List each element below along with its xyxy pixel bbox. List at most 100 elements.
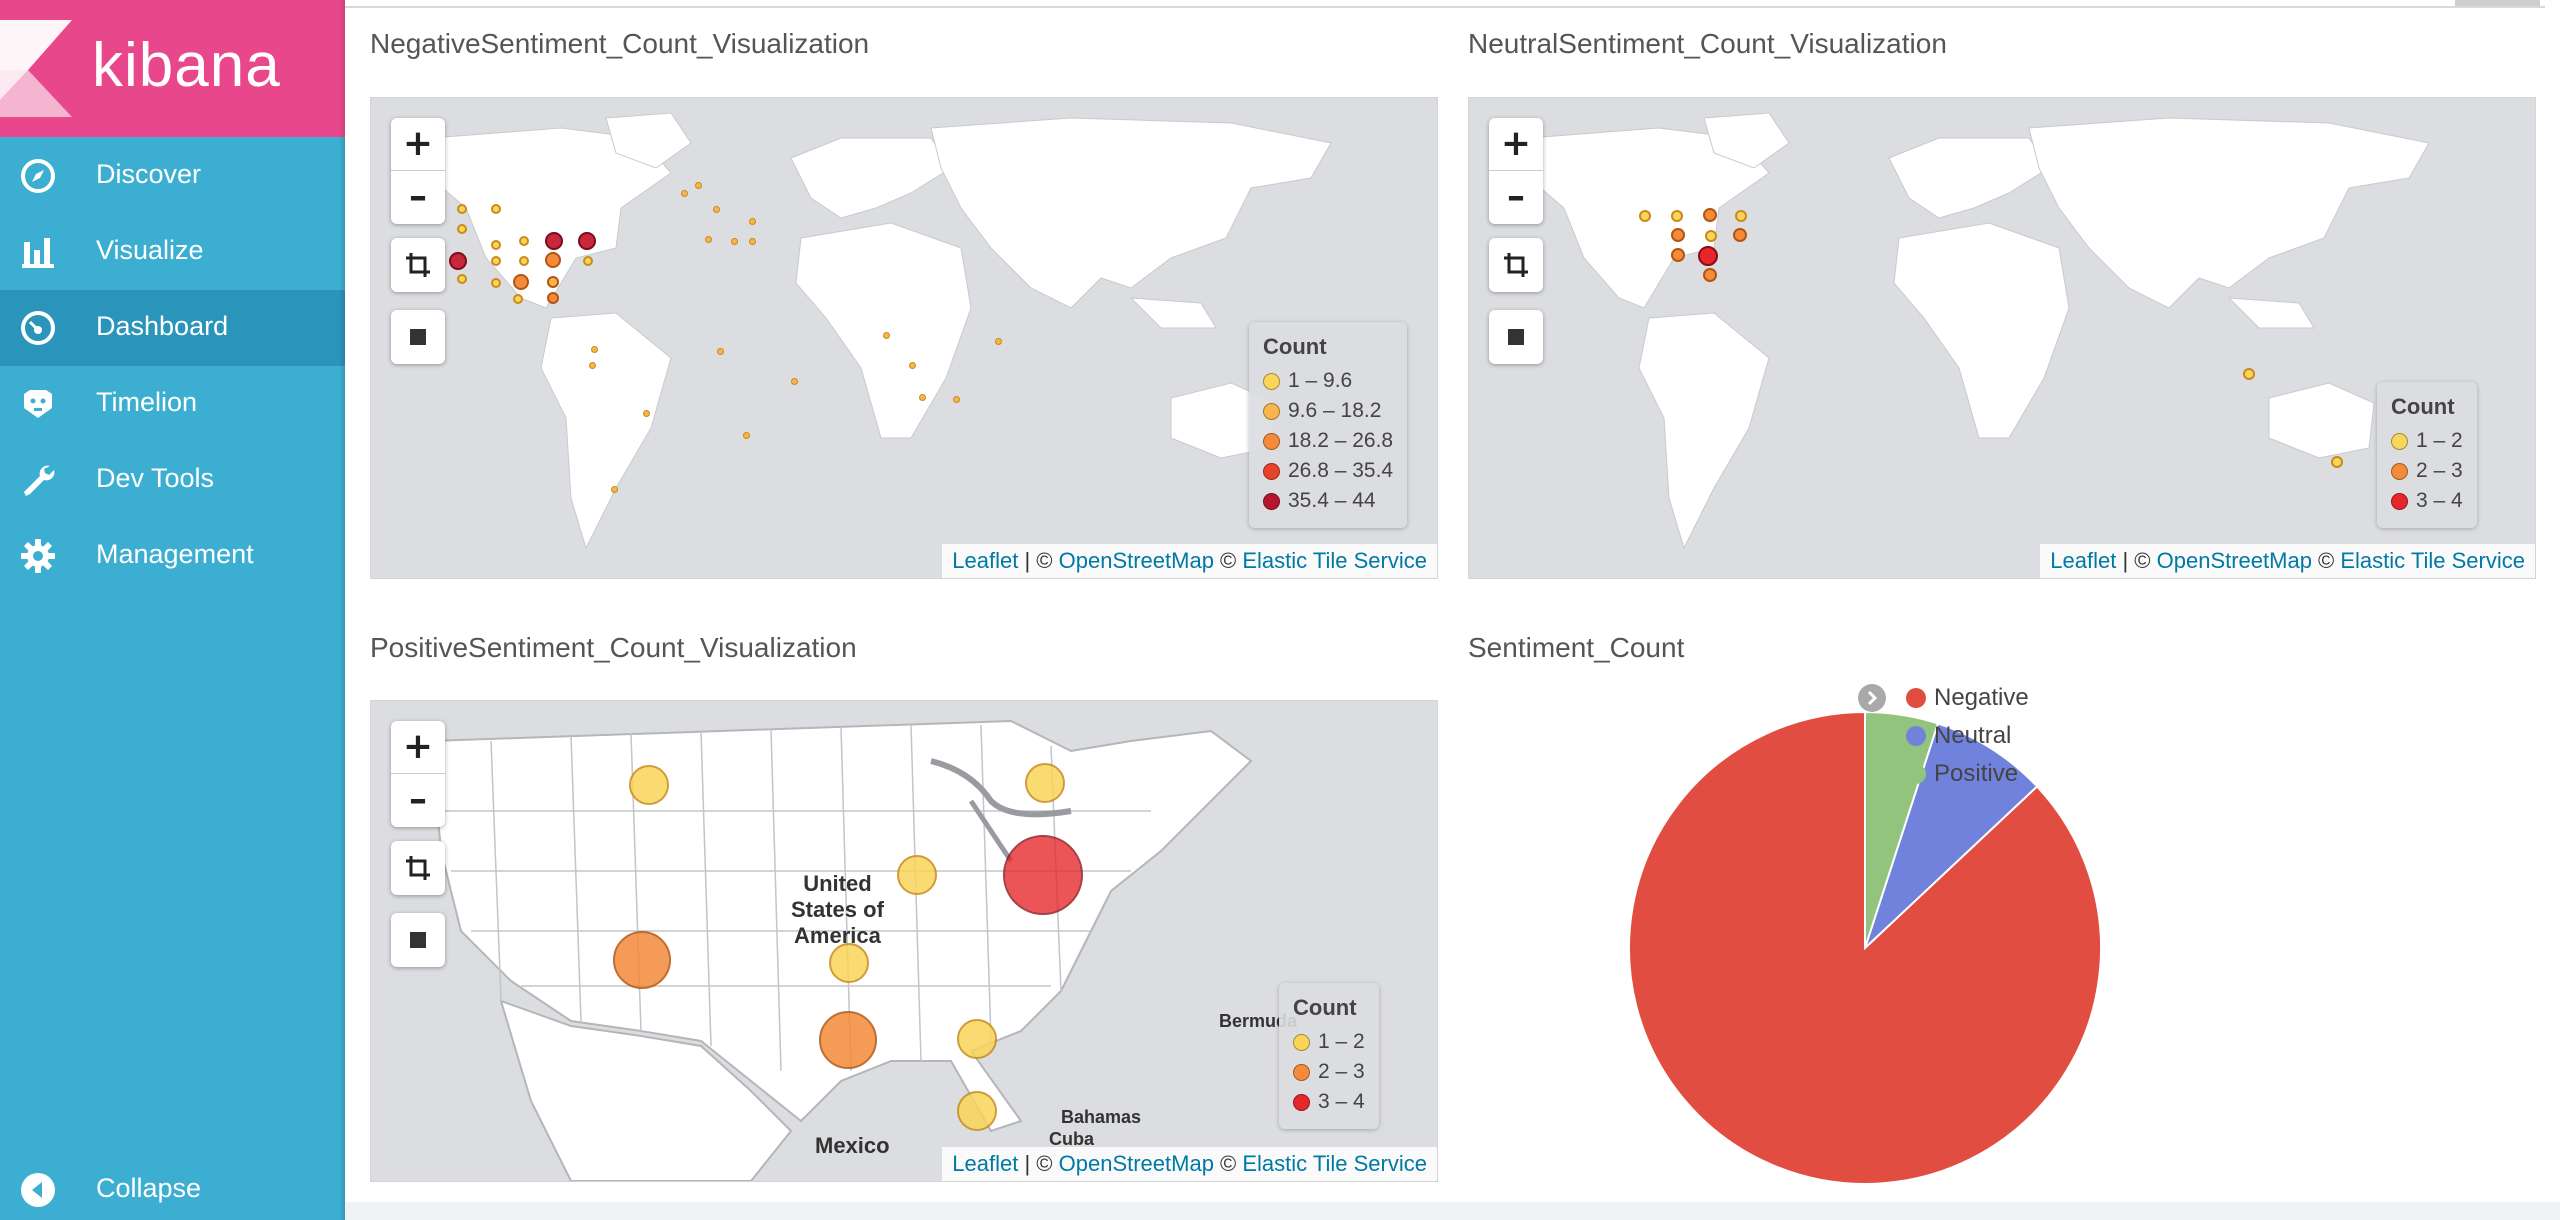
- map-marker[interactable]: [681, 190, 688, 197]
- sidebar-item-discover[interactable]: Discover: [0, 138, 345, 214]
- kibana-logo[interactable]: kibana: [0, 0, 345, 137]
- map-marker[interactable]: [491, 204, 501, 214]
- map-marker[interactable]: [491, 240, 501, 250]
- map-marker[interactable]: [547, 292, 559, 304]
- legend-item: 26.8 – 35.4: [1263, 456, 1393, 486]
- map-marker[interactable]: [1703, 268, 1717, 282]
- elastic-tile-service-link[interactable]: Elastic Tile Service: [2340, 548, 2525, 573]
- map-marker[interactable]: [1671, 210, 1683, 222]
- negative-sentiment-map[interactable]: + – Count 1 – 9.6 9.6 – 18.2 18.2 – 26.8…: [370, 97, 1438, 579]
- map-marker[interactable]: [547, 276, 559, 288]
- map-marker[interactable]: [919, 394, 926, 401]
- zoom-in-button[interactable]: +: [1489, 118, 1543, 171]
- map-marker[interactable]: [749, 238, 756, 245]
- map-marker[interactable]: [819, 1011, 877, 1069]
- sidebar-item-timelion[interactable]: Timelion: [0, 366, 345, 442]
- positive-sentiment-map[interactable]: United States of America Mexico Bermuda …: [370, 700, 1438, 1182]
- fit-bounds-button[interactable]: [1489, 238, 1543, 292]
- osm-link[interactable]: OpenStreetMap: [1058, 548, 1214, 573]
- map-marker[interactable]: [1671, 228, 1685, 242]
- zoom-out-button[interactable]: –: [409, 779, 427, 820]
- map-marker[interactable]: [1639, 210, 1651, 222]
- map-marker[interactable]: [449, 252, 467, 270]
- map-marker[interactable]: [545, 252, 561, 268]
- legend-item-negative[interactable]: Negative: [1906, 684, 2029, 712]
- elastic-tile-service-link[interactable]: Elastic Tile Service: [1242, 548, 1427, 573]
- legend-label: 9.6 – 18.2: [1288, 399, 1382, 422]
- map-marker[interactable]: [749, 218, 756, 225]
- map-marker[interactable]: [1705, 230, 1717, 242]
- map-marker[interactable]: [583, 256, 593, 266]
- map-marker[interactable]: [957, 1019, 997, 1059]
- sidebar-item-dev-tools[interactable]: Dev Tools: [0, 442, 345, 518]
- elastic-tile-service-link[interactable]: Elastic Tile Service: [1242, 1151, 1427, 1176]
- map-marker[interactable]: [957, 1091, 997, 1131]
- map-marker[interactable]: [705, 236, 712, 243]
- map-marker[interactable]: [611, 486, 618, 493]
- timelion-icon: [24, 390, 52, 418]
- sidebar-item-dashboard[interactable]: Dashboard: [0, 290, 345, 366]
- legend-item-neutral[interactable]: Neutral: [1906, 722, 2011, 750]
- draw-filter-button[interactable]: [1489, 310, 1543, 364]
- map-marker[interactable]: [2243, 368, 2255, 380]
- map-marker[interactable]: [1703, 208, 1717, 222]
- legend-label: 1 – 2: [1318, 1030, 1365, 1053]
- leaflet-link[interactable]: Leaflet: [952, 1151, 1019, 1176]
- map-marker[interactable]: [613, 931, 671, 989]
- leaflet-link[interactable]: Leaflet: [952, 548, 1019, 573]
- map-marker[interactable]: [1698, 246, 1718, 266]
- map-marker[interactable]: [1735, 210, 1747, 222]
- map-marker[interactable]: [643, 410, 650, 417]
- draw-filter-button[interactable]: [391, 913, 445, 967]
- legend-toggle-button[interactable]: [1858, 684, 1886, 712]
- map-marker[interactable]: [2331, 456, 2343, 468]
- map-marker[interactable]: [629, 765, 669, 805]
- map-marker[interactable]: [717, 348, 724, 355]
- collapse-button[interactable]: Collapse: [0, 1152, 345, 1220]
- legend-item-positive[interactable]: Positive: [1906, 760, 2018, 788]
- fit-bounds-button[interactable]: [391, 841, 445, 895]
- map-marker[interactable]: [1671, 248, 1685, 262]
- zoom-in-button[interactable]: +: [391, 721, 445, 774]
- neutral-sentiment-map[interactable]: + – Count 1 – 2 2 – 3 3 – 4 Leaflet | © …: [1468, 97, 2536, 579]
- map-marker[interactable]: [791, 378, 798, 385]
- leaflet-link[interactable]: Leaflet: [2050, 548, 2117, 573]
- map-marker[interactable]: [519, 256, 529, 266]
- zoom-out-button[interactable]: –: [409, 176, 427, 217]
- map-marker[interactable]: [513, 274, 529, 290]
- map-marker[interactable]: [953, 396, 960, 403]
- map-marker[interactable]: [578, 232, 596, 250]
- map-marker[interactable]: [491, 256, 501, 266]
- map-marker[interactable]: [589, 362, 596, 369]
- map-marker[interactable]: [829, 943, 869, 983]
- query-submit-button[interactable]: [2455, 0, 2540, 6]
- osm-link[interactable]: OpenStreetMap: [2156, 548, 2312, 573]
- fit-bounds-button[interactable]: [391, 238, 445, 292]
- map-marker[interactable]: [1733, 228, 1747, 242]
- map-marker[interactable]: [591, 346, 598, 353]
- map-marker[interactable]: [743, 432, 750, 439]
- draw-filter-button[interactable]: [391, 310, 445, 364]
- map-marker[interactable]: [995, 338, 1002, 345]
- zoom-in-button[interactable]: +: [391, 118, 445, 171]
- map-marker[interactable]: [1003, 835, 1083, 915]
- map-marker[interactable]: [897, 855, 937, 895]
- sidebar-item-visualize[interactable]: Visualize: [0, 214, 345, 290]
- map-marker[interactable]: [909, 362, 916, 369]
- zoom-out-button[interactable]: –: [1507, 176, 1525, 217]
- map-marker[interactable]: [457, 224, 467, 234]
- map-marker[interactable]: [713, 206, 720, 213]
- sidebar-item-management[interactable]: Management: [0, 518, 345, 594]
- map-marker[interactable]: [513, 294, 523, 304]
- map-marker[interactable]: [1025, 763, 1065, 803]
- map-marker[interactable]: [457, 274, 467, 284]
- map-marker[interactable]: [695, 182, 702, 189]
- osm-link[interactable]: OpenStreetMap: [1058, 1151, 1214, 1176]
- map-marker[interactable]: [545, 232, 563, 250]
- map-marker[interactable]: [491, 278, 501, 288]
- map-marker[interactable]: [731, 238, 738, 245]
- map-marker[interactable]: [519, 236, 529, 246]
- map-marker[interactable]: [883, 332, 890, 339]
- pie-slice-neutral[interactable]: [1864, 722, 2039, 949]
- map-marker[interactable]: [457, 204, 467, 214]
